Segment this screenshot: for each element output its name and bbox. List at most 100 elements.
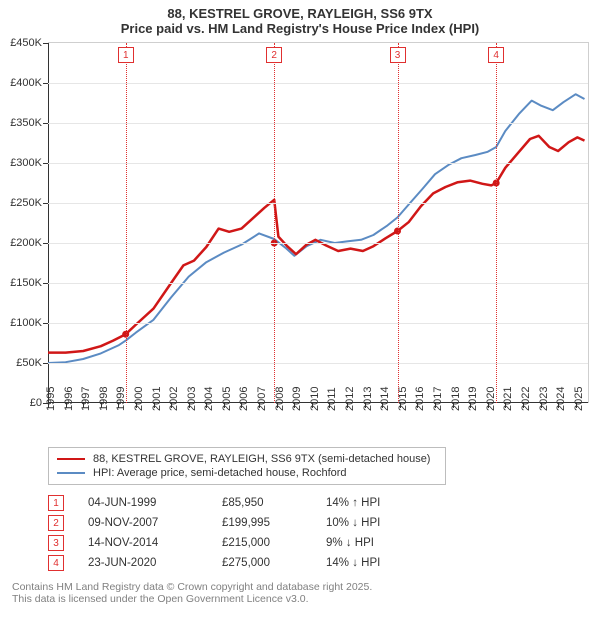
y-axis-label: £250K [10,197,42,209]
x-axis-label: 2001 [151,387,163,411]
sale-guideline [274,43,275,403]
x-axis-label: 1996 [63,387,75,411]
x-axis-label: 2015 [397,387,409,411]
x-axis-label: 2012 [344,387,356,411]
gridline [48,203,588,204]
x-axis-label: 2009 [291,387,303,411]
x-axis-label: 2010 [309,387,321,411]
footer: Contains HM Land Registry data © Crown c… [12,581,588,605]
x-axis-label: 2022 [520,387,532,411]
sale-marker-box: 1 [118,47,134,63]
legend: 88, KESTREL GROVE, RAYLEIGH, SS6 9TX (se… [48,447,446,485]
x-axis-label: 2005 [221,387,233,411]
x-axis-label: 2018 [450,387,462,411]
x-axis-label: 2004 [203,387,215,411]
x-axis-label: 2011 [326,387,338,411]
gridline [48,83,588,84]
sales-row-pct: 14% ↓ HPI [326,557,436,569]
chart-series [48,43,588,403]
sales-row: 4 23-JUN-2020 £275,000 14% ↓ HPI [48,553,588,573]
y-axis-label: £100K [10,317,42,329]
x-axis-label: 2013 [362,387,374,411]
gridline [48,163,588,164]
sale-guideline [398,43,399,403]
y-axis-label: £50K [16,357,42,369]
gridline [48,123,588,124]
x-axis-label: 2017 [432,387,444,411]
y-tick [43,203,48,204]
x-axis-label: 2008 [274,387,286,411]
y-axis-label: £0 [30,397,42,409]
sales-row-price: £85,950 [222,497,302,509]
sales-row-marker: 2 [48,515,64,531]
x-axis-label: 2000 [133,387,145,411]
y-axis-label: £450K [10,37,42,49]
sales-row-price: £199,995 [222,517,302,529]
sale-marker-box: 3 [390,47,406,63]
legend-item-price-paid: 88, KESTREL GROVE, RAYLEIGH, SS6 9TX (se… [57,452,437,466]
x-axis-label: 2025 [573,387,585,411]
x-axis-label: 2014 [379,387,391,411]
y-axis-label: £150K [10,277,42,289]
legend-item-hpi: HPI: Average price, semi-detached house,… [57,466,437,480]
x-axis-label: 2016 [414,387,426,411]
y-tick [43,363,48,364]
y-tick [43,323,48,324]
sale-guideline [496,43,497,403]
sales-row-pct: 14% ↑ HPI [326,497,436,509]
sales-row: 3 14-NOV-2014 £215,000 9% ↓ HPI [48,533,588,553]
x-axis-label: 2002 [168,387,180,411]
gridline [48,283,588,284]
sales-row-pct: 10% ↓ HPI [326,517,436,529]
y-tick [43,123,48,124]
y-tick [43,83,48,84]
y-axis-label: £200K [10,237,42,249]
x-axis-label: 1995 [45,387,57,411]
y-axis-label: £300K [10,157,42,169]
x-axis-label: 2007 [256,387,268,411]
gridline [48,243,588,244]
x-axis-label: 2020 [485,387,497,411]
x-axis-label: 2019 [467,387,479,411]
y-tick [43,243,48,244]
sales-row-marker: 4 [48,555,64,571]
x-axis-label: 1998 [98,387,110,411]
x-axis-label: 2023 [538,387,550,411]
y-axis-label: £400K [10,77,42,89]
title-address: 88, KESTREL GROVE, RAYLEIGH, SS6 9TX [0,6,600,21]
y-tick [43,283,48,284]
sales-row: 1 04-JUN-1999 £85,950 14% ↑ HPI [48,493,588,513]
sales-row-price: £215,000 [222,537,302,549]
y-tick [43,163,48,164]
legend-label: 88, KESTREL GROVE, RAYLEIGH, SS6 9TX (se… [93,453,430,465]
title-subtitle: Price paid vs. HM Land Registry's House … [0,21,600,36]
sale-marker-box: 4 [488,47,504,63]
sales-row-marker: 3 [48,535,64,551]
sales-table: 104-JUN-1999£85,95014% ↑ HPI209-NOV-2007… [48,493,588,573]
x-axis-label: 2024 [555,387,567,411]
sales-row-pct: 9% ↓ HPI [326,537,436,549]
gridline [48,323,588,324]
sales-row-date: 14-NOV-2014 [88,537,198,549]
legend-swatch [57,472,85,474]
series-price_paid [48,136,585,353]
y-tick [43,43,48,44]
x-axis-label: 2006 [238,387,250,411]
sales-row-date: 04-JUN-1999 [88,497,198,509]
sales-row-date: 23-JUN-2020 [88,557,198,569]
price-chart: £0£50K£100K£150K£200K£250K£300K£350K£400… [48,42,589,403]
x-axis-label: 2003 [186,387,198,411]
sales-row-marker: 1 [48,495,64,511]
y-axis-label: £350K [10,117,42,129]
sale-marker-box: 2 [266,47,282,63]
sale-guideline [126,43,127,403]
legend-swatch [57,458,85,460]
sales-row-price: £275,000 [222,557,302,569]
legend-label: HPI: Average price, semi-detached house,… [93,467,347,479]
title-block: 88, KESTREL GROVE, RAYLEIGH, SS6 9TX Pri… [0,0,600,38]
gridline [48,363,588,364]
x-axis-label: 2021 [502,387,514,411]
sales-row: 209-NOV-2007£199,99510% ↓ HPI [48,513,588,533]
footer-line1: Contains HM Land Registry data © Crown c… [12,581,588,593]
x-axis-label: 1997 [80,387,92,411]
